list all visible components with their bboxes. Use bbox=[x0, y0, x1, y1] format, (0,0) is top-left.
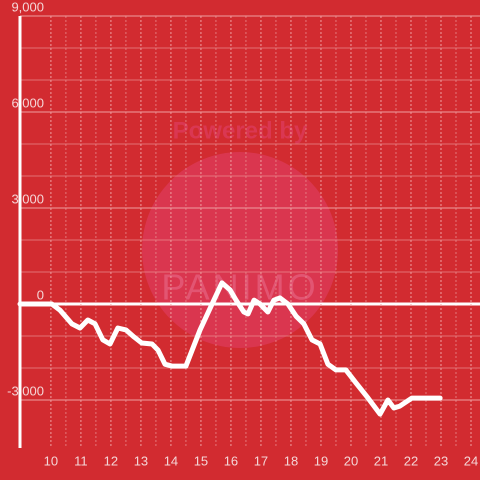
y-tick-label: 0 bbox=[37, 287, 44, 302]
x-tick-label: 14 bbox=[164, 453, 178, 468]
x-tick-label: 16 bbox=[224, 453, 238, 468]
x-tick-label: 24 bbox=[464, 453, 478, 468]
x-tick-label: 11 bbox=[74, 453, 88, 468]
data-line bbox=[17, 280, 443, 417]
watermark-circle bbox=[142, 152, 338, 348]
y-tick-label: 9,000 bbox=[11, 0, 44, 14]
x-tick-label: 13 bbox=[134, 453, 148, 468]
x-tick-label: 21 bbox=[374, 453, 388, 468]
x-tick-label: 17 bbox=[254, 453, 268, 468]
y-tick-label: -3,000 bbox=[7, 383, 44, 398]
x-tick-label: 18 bbox=[284, 453, 298, 468]
x-tick-label: 10 bbox=[44, 453, 58, 468]
x-tick-label: 20 bbox=[344, 453, 358, 468]
x-tick-label: 19 bbox=[314, 453, 328, 468]
y-tick-label: 6,000 bbox=[11, 95, 44, 110]
x-tick-label: 15 bbox=[194, 453, 208, 468]
x-tick-label: 22 bbox=[404, 453, 418, 468]
x-tick-label: 23 bbox=[434, 453, 448, 468]
watermark-text: Powered by bbox=[173, 117, 308, 144]
x-tick-label: 12 bbox=[104, 453, 118, 468]
watermark-text: PANIMO bbox=[161, 267, 318, 308]
y-tick-label: 3,000 bbox=[11, 191, 44, 206]
